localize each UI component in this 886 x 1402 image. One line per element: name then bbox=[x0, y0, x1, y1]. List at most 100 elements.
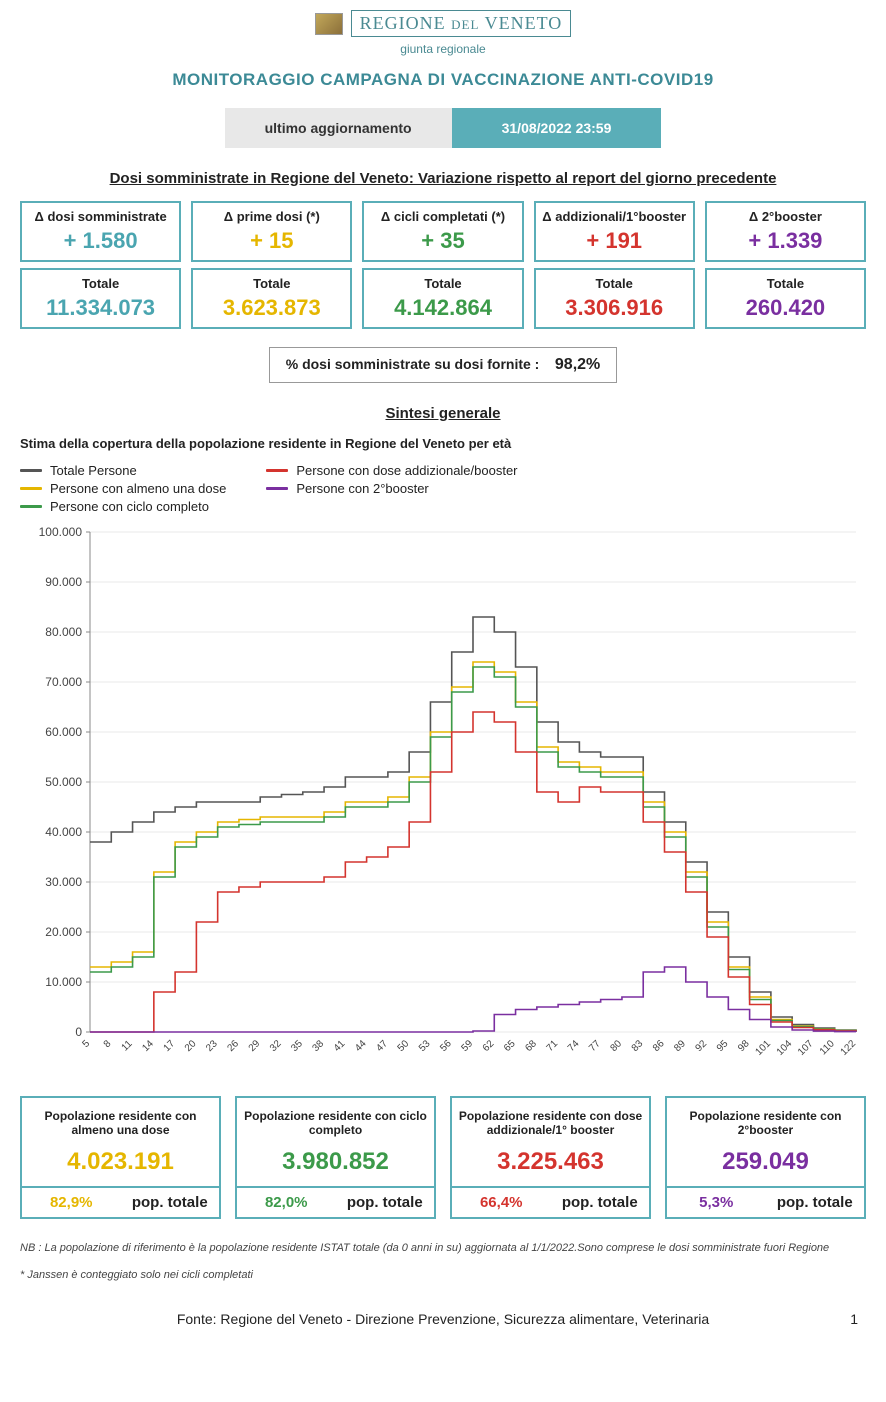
svg-text:74: 74 bbox=[566, 1038, 582, 1054]
svg-text:95: 95 bbox=[715, 1038, 731, 1054]
stat-card: Totale 3.306.916 bbox=[534, 268, 695, 329]
stat-card: Δ prime dosi (*) + 15 bbox=[191, 201, 352, 262]
footer-source: Fonte: Regione del Veneto - Direzione Pr… bbox=[20, 1311, 866, 1327]
svg-text:10.000: 10.000 bbox=[45, 975, 82, 989]
stat-card: Δ 2°booster + 1.339 bbox=[705, 201, 866, 262]
bcard-pct-label: pop. totale bbox=[551, 1188, 650, 1217]
stat-card: Δ dosi somministrate + 1.580 bbox=[20, 201, 181, 262]
stat-value: + 15 bbox=[197, 228, 346, 254]
svg-text:30.000: 30.000 bbox=[45, 875, 82, 889]
bcard-pct-label: pop. totale bbox=[336, 1188, 435, 1217]
population-card: Popolazione residente con almeno una dos… bbox=[20, 1096, 221, 1219]
svg-text:68: 68 bbox=[523, 1038, 539, 1054]
bcard-pct-label: pop. totale bbox=[121, 1188, 220, 1217]
legend-swatch-icon bbox=[20, 469, 42, 472]
stat-card: Δ cicli completati (*) + 35 bbox=[362, 201, 523, 262]
svg-text:101: 101 bbox=[753, 1038, 773, 1058]
svg-text:60.000: 60.000 bbox=[45, 725, 82, 739]
population-card: Popolazione residente con dose addiziona… bbox=[450, 1096, 651, 1219]
svg-text:98: 98 bbox=[736, 1038, 752, 1054]
bcard-value: 3.980.852 bbox=[237, 1144, 434, 1186]
section1-heading: Dosi somministrate in Regione del Veneto… bbox=[20, 170, 866, 187]
bcard-title: Popolazione residente con almeno una dos… bbox=[22, 1098, 219, 1144]
stat-label: Totale bbox=[368, 276, 517, 291]
legend-swatch-icon bbox=[266, 487, 288, 490]
stat-value: 11.334.073 bbox=[26, 295, 175, 321]
bcard-pct: 82,0% bbox=[237, 1188, 336, 1217]
svg-text:32: 32 bbox=[268, 1038, 284, 1054]
stat-label: Δ addizionali/1°booster bbox=[540, 209, 689, 224]
legend-label: Totale Persone bbox=[50, 463, 137, 478]
footnote-2: * Janssen è conteggiato solo nei cicli c… bbox=[20, 1268, 866, 1283]
svg-text:100.000: 100.000 bbox=[39, 525, 83, 539]
svg-text:29: 29 bbox=[247, 1038, 263, 1054]
legend-swatch-icon bbox=[20, 487, 42, 490]
region-line2: DEL bbox=[451, 17, 479, 32]
svg-text:70.000: 70.000 bbox=[45, 675, 82, 689]
update-value: 31/08/2022 23:59 bbox=[452, 108, 662, 148]
legend-label: Persone con dose addizionale/booster bbox=[296, 463, 517, 478]
header-logo: REGIONE DEL VENETO giunta regionale bbox=[20, 10, 866, 56]
coverage-chart: 010.00020.00030.00040.00050.00060.00070.… bbox=[20, 522, 866, 1082]
svg-text:14: 14 bbox=[140, 1038, 156, 1054]
svg-text:77: 77 bbox=[587, 1038, 603, 1054]
bcard-pct: 5,3% bbox=[667, 1188, 766, 1217]
bcard-pct-label: pop. totale bbox=[766, 1188, 865, 1217]
svg-text:110: 110 bbox=[818, 1038, 837, 1057]
emblem-icon bbox=[315, 13, 343, 35]
legend-label: Persone con almeno una dose bbox=[50, 481, 226, 496]
section2-heading: Sintesi generale bbox=[20, 405, 866, 422]
stat-value: 3.306.916 bbox=[540, 295, 689, 321]
svg-text:80: 80 bbox=[608, 1038, 624, 1054]
svg-text:40.000: 40.000 bbox=[45, 825, 82, 839]
stat-value: + 1.580 bbox=[26, 228, 175, 254]
stat-value: + 35 bbox=[368, 228, 517, 254]
region-subline: giunta regionale bbox=[20, 42, 866, 56]
stat-value: + 191 bbox=[540, 228, 689, 254]
stat-label: Δ cicli completati (*) bbox=[368, 209, 517, 224]
svg-text:20: 20 bbox=[183, 1038, 199, 1054]
svg-text:17: 17 bbox=[162, 1038, 178, 1054]
delta-cards-row: Δ dosi somministrate + 1.580Δ prime dosi… bbox=[20, 201, 866, 262]
svg-text:20.000: 20.000 bbox=[45, 925, 82, 939]
stat-card: Totale 260.420 bbox=[705, 268, 866, 329]
svg-text:71: 71 bbox=[545, 1038, 561, 1054]
stat-value: 260.420 bbox=[711, 295, 860, 321]
bottom-cards-row: Popolazione residente con almeno una dos… bbox=[20, 1096, 866, 1219]
bcard-value: 4.023.191 bbox=[22, 1144, 219, 1186]
stat-label: Totale bbox=[197, 276, 346, 291]
svg-text:56: 56 bbox=[438, 1038, 454, 1054]
svg-text:83: 83 bbox=[630, 1038, 646, 1054]
pct-box: % dosi somministrate su dosi fornite : 9… bbox=[269, 347, 618, 383]
region-name: REGIONE DEL VENETO bbox=[351, 10, 572, 37]
bcard-value: 3.225.463 bbox=[452, 1144, 649, 1186]
svg-text:62: 62 bbox=[481, 1038, 497, 1054]
pct-value: 98,2% bbox=[555, 356, 600, 373]
bcard-title: Popolazione residente con dose addiziona… bbox=[452, 1098, 649, 1144]
total-cards-row: Totale 11.334.073Totale 3.623.873Totale … bbox=[20, 268, 866, 329]
legend-item: Totale Persone bbox=[20, 463, 226, 478]
svg-text:122: 122 bbox=[839, 1038, 859, 1058]
svg-text:47: 47 bbox=[374, 1038, 390, 1054]
stat-card: Totale 3.623.873 bbox=[191, 268, 352, 329]
svg-text:80.000: 80.000 bbox=[45, 625, 82, 639]
stat-value: + 1.339 bbox=[711, 228, 860, 254]
svg-text:86: 86 bbox=[651, 1038, 667, 1054]
svg-text:8: 8 bbox=[102, 1038, 114, 1050]
bcard-pct: 66,4% bbox=[452, 1188, 551, 1217]
stat-value: 4.142.864 bbox=[368, 295, 517, 321]
svg-text:90.000: 90.000 bbox=[45, 575, 82, 589]
svg-text:38: 38 bbox=[311, 1038, 327, 1054]
page-number: 1 bbox=[850, 1311, 858, 1327]
svg-text:0: 0 bbox=[75, 1025, 82, 1039]
legend-label: Persone con ciclo completo bbox=[50, 499, 209, 514]
legend-item: Persone con ciclo completo bbox=[20, 499, 226, 514]
svg-text:104: 104 bbox=[775, 1038, 795, 1058]
legend-item: Persone con 2°booster bbox=[266, 481, 517, 496]
legend-item: Persone con almeno una dose bbox=[20, 481, 226, 496]
stat-value: 3.623.873 bbox=[197, 295, 346, 321]
bcard-pct: 82,9% bbox=[22, 1188, 121, 1217]
svg-text:65: 65 bbox=[502, 1038, 518, 1054]
region-line1: REGIONE bbox=[360, 13, 446, 33]
svg-text:107: 107 bbox=[796, 1038, 816, 1058]
